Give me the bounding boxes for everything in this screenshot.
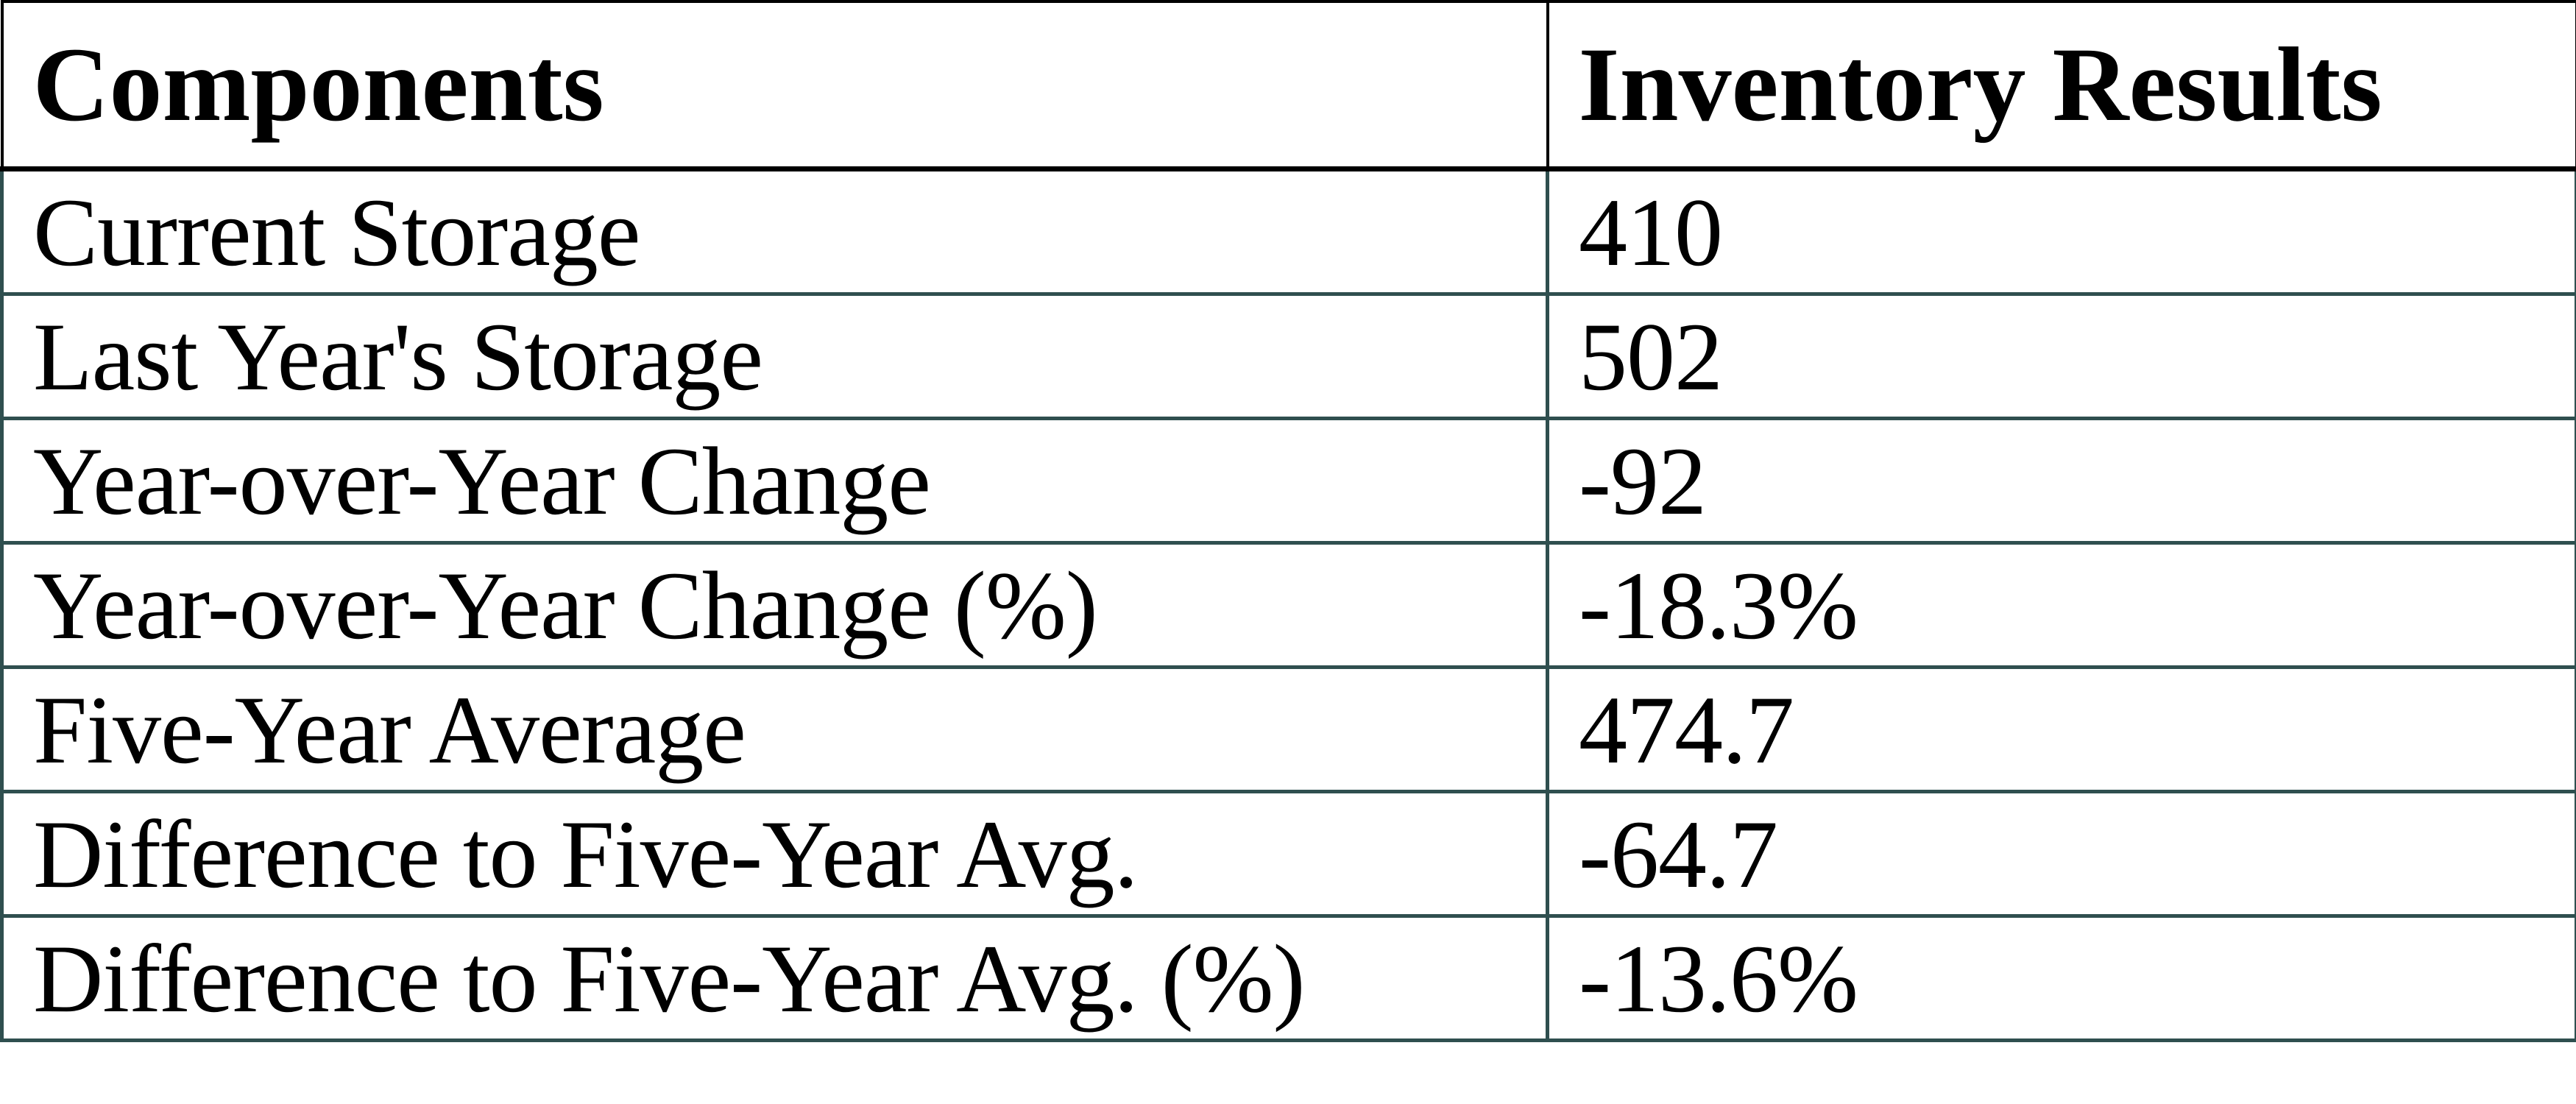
row-value: 502 (1546, 292, 2576, 420)
table-row: Difference to Five-Year Avg. (%) -13.6% (0, 914, 2576, 1042)
table-row: Current Storage 410 (0, 167, 2576, 296)
row-label: Last Year's Storage (0, 292, 1549, 420)
table-row: Last Year's Storage 502 (0, 292, 2576, 420)
row-label: Year-over-Year Change (%) (0, 541, 1549, 669)
column-header-inventory-results: Inventory Results (1546, 0, 2576, 171)
row-value: -18.3% (1546, 541, 2576, 669)
row-label: Difference to Five-Year Avg. (0, 790, 1549, 918)
row-value: 474.7 (1546, 665, 2576, 793)
header-row: Components Inventory Results (0, 0, 2576, 171)
column-header-components: Components (0, 0, 1549, 171)
row-label: Year-over-Year Change (0, 417, 1549, 545)
table-row: Year-over-Year Change -92 (0, 417, 2576, 545)
table-row: Five-Year Average 474.7 (0, 665, 2576, 793)
row-label: Current Storage (0, 167, 1549, 296)
row-value: -13.6% (1546, 914, 2576, 1042)
row-value: 410 (1546, 167, 2576, 296)
row-label: Difference to Five-Year Avg. (%) (0, 914, 1549, 1042)
inventory-results-table: Components Inventory Results Current Sto… (0, 0, 2576, 1042)
table-row: Year-over-Year Change (%) -18.3% (0, 541, 2576, 669)
row-value: -64.7 (1546, 790, 2576, 918)
row-value: -92 (1546, 417, 2576, 545)
table-row: Difference to Five-Year Avg. -64.7 (0, 790, 2576, 918)
row-label: Five-Year Average (0, 665, 1549, 793)
